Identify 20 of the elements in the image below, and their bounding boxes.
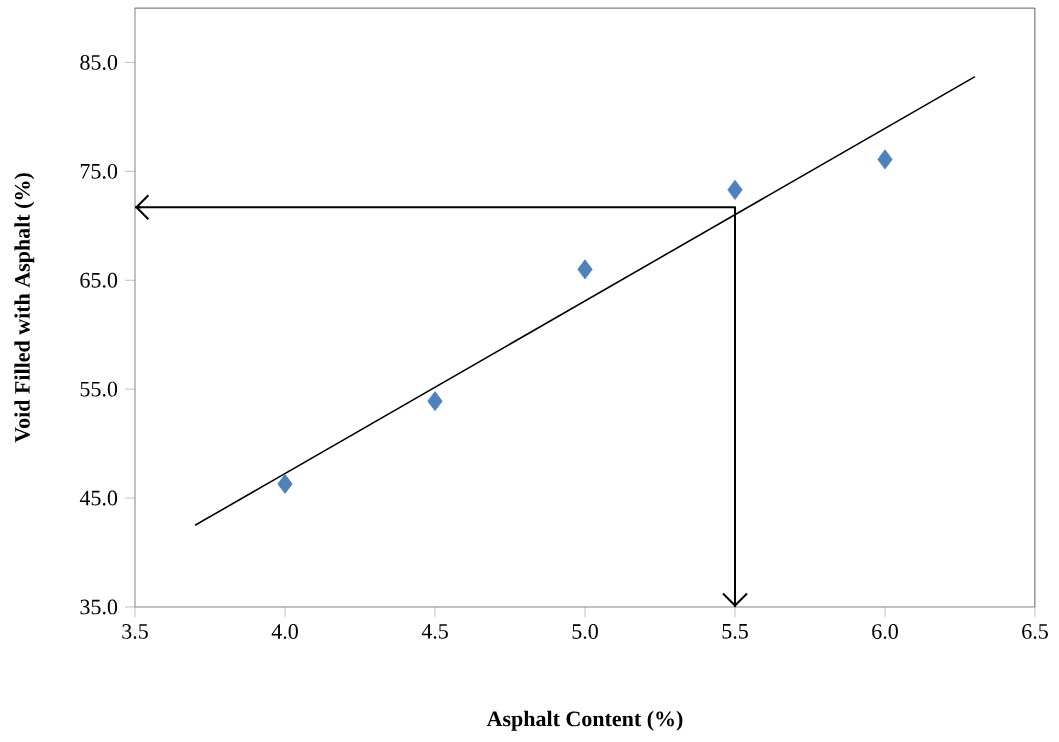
point (277, 473, 293, 494)
x-tick-label: 3.5 (122, 624, 148, 639)
y-tick-label: 65.0 (80, 272, 118, 288)
y-tick-label: 55.0 (80, 381, 118, 397)
x-tick-label: 5.5 (722, 624, 748, 639)
y-tick-label: 45.0 (79, 490, 118, 506)
x-axis-title: Asphalt Content (%) (486, 710, 683, 731)
x-tick-label: 6.0 (872, 624, 898, 639)
y-tick-label: 75.0 (80, 163, 118, 179)
y-tick-label: 35.0 (80, 599, 118, 615)
point (577, 259, 593, 280)
point (877, 149, 893, 170)
x-tick-label: 6.5 (1022, 624, 1048, 639)
point (427, 391, 443, 412)
point (727, 179, 743, 200)
y-tick-label: 85.0 (80, 54, 118, 70)
y-axis-title: Void Filled with Asphalt (%) (14, 173, 35, 443)
x-tick-label: 5.0 (572, 624, 598, 639)
x-tick-label: 4.0 (271, 624, 298, 639)
x-tick-label: 4.5 (421, 624, 448, 639)
